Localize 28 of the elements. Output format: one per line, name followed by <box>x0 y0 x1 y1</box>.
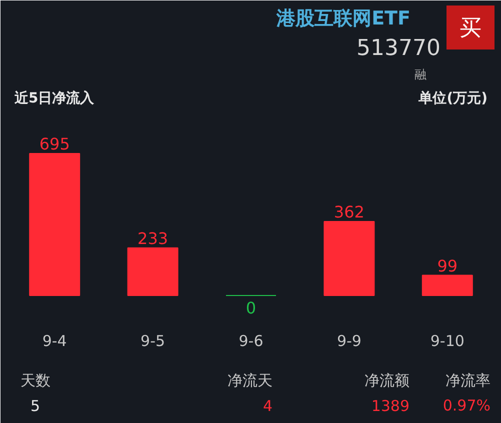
bar <box>422 274 473 296</box>
data-label: 99 <box>437 256 458 276</box>
text: 净流天 <box>228 372 272 390</box>
bar <box>29 153 80 296</box>
text: 5 <box>30 397 40 415</box>
data-label: 0 <box>246 298 256 318</box>
x-tick-label: 9-6 <box>238 332 264 350</box>
text: 净流额 <box>364 372 410 390</box>
text: 单位(万元) <box>418 90 488 106</box>
text: 港股互联网ETF <box>276 8 411 30</box>
x-tick-label: 9-9 <box>336 332 362 350</box>
text: 融 <box>414 68 426 82</box>
text: 513770 <box>356 36 440 61</box>
text: 天数 <box>20 372 50 390</box>
text: 0.97% <box>442 396 491 414</box>
x-tick-label: 9-5 <box>140 332 166 350</box>
data-label: 695 <box>39 134 70 154</box>
data-label: 233 <box>138 228 168 248</box>
text: 净流率 <box>446 372 490 390</box>
x-tick-label: 9-4 <box>42 332 67 350</box>
text: 买 <box>460 16 482 41</box>
bar <box>324 221 375 296</box>
x-tick-label: 9-10 <box>430 332 464 350</box>
data-label: 362 <box>334 202 364 222</box>
bar <box>127 247 178 296</box>
chart-title: 近5日净流入 <box>14 90 96 106</box>
text: 1389 <box>371 397 410 415</box>
text: 4 <box>262 397 273 415</box>
